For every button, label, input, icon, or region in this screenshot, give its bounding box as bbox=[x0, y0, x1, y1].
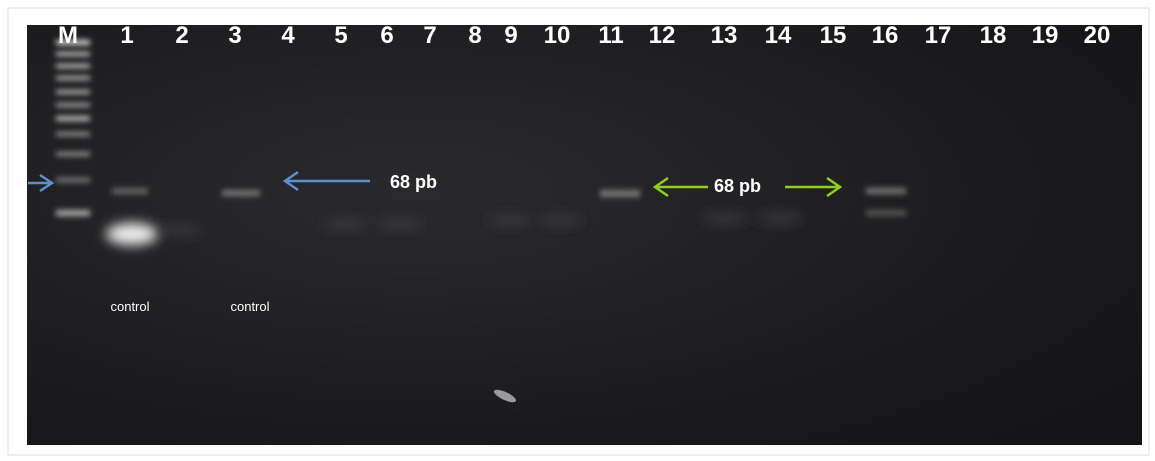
lane-label: 16 bbox=[872, 22, 899, 49]
lane-label: 6 bbox=[380, 22, 393, 49]
lane-label: 7 bbox=[423, 22, 436, 49]
lane-label: 20 bbox=[1084, 22, 1111, 49]
control-label: control bbox=[230, 299, 269, 314]
band-size-label: 68 pb bbox=[714, 176, 761, 196]
gel-screenshot: M1234567891011121314151617181920 68 pb 6… bbox=[0, 0, 1155, 461]
lane-label: M bbox=[58, 22, 78, 49]
lane-label: 18 bbox=[980, 22, 1007, 49]
lane-label: 17 bbox=[925, 22, 952, 49]
lane-label: 3 bbox=[228, 22, 241, 49]
lane-label: 13 bbox=[711, 22, 738, 49]
lane-label: 4 bbox=[281, 22, 295, 49]
primer-dimer bbox=[106, 223, 158, 245]
lane-label: 10 bbox=[544, 22, 571, 49]
lane-label: 12 bbox=[649, 22, 676, 49]
band-size-label: 68 pb bbox=[390, 172, 437, 192]
lane-label: 19 bbox=[1032, 22, 1059, 49]
gel bbox=[27, 25, 1142, 445]
lane-label: 14 bbox=[765, 22, 792, 49]
lane-label: 8 bbox=[468, 22, 481, 49]
lane-label: 5 bbox=[334, 22, 347, 49]
control-label: control bbox=[110, 299, 149, 314]
lane-label: 2 bbox=[175, 22, 188, 49]
lane-label: 1 bbox=[120, 22, 133, 49]
lane-label: 9 bbox=[504, 22, 517, 49]
lane-label: 11 bbox=[598, 22, 623, 49]
lane-label: 15 bbox=[820, 22, 847, 49]
